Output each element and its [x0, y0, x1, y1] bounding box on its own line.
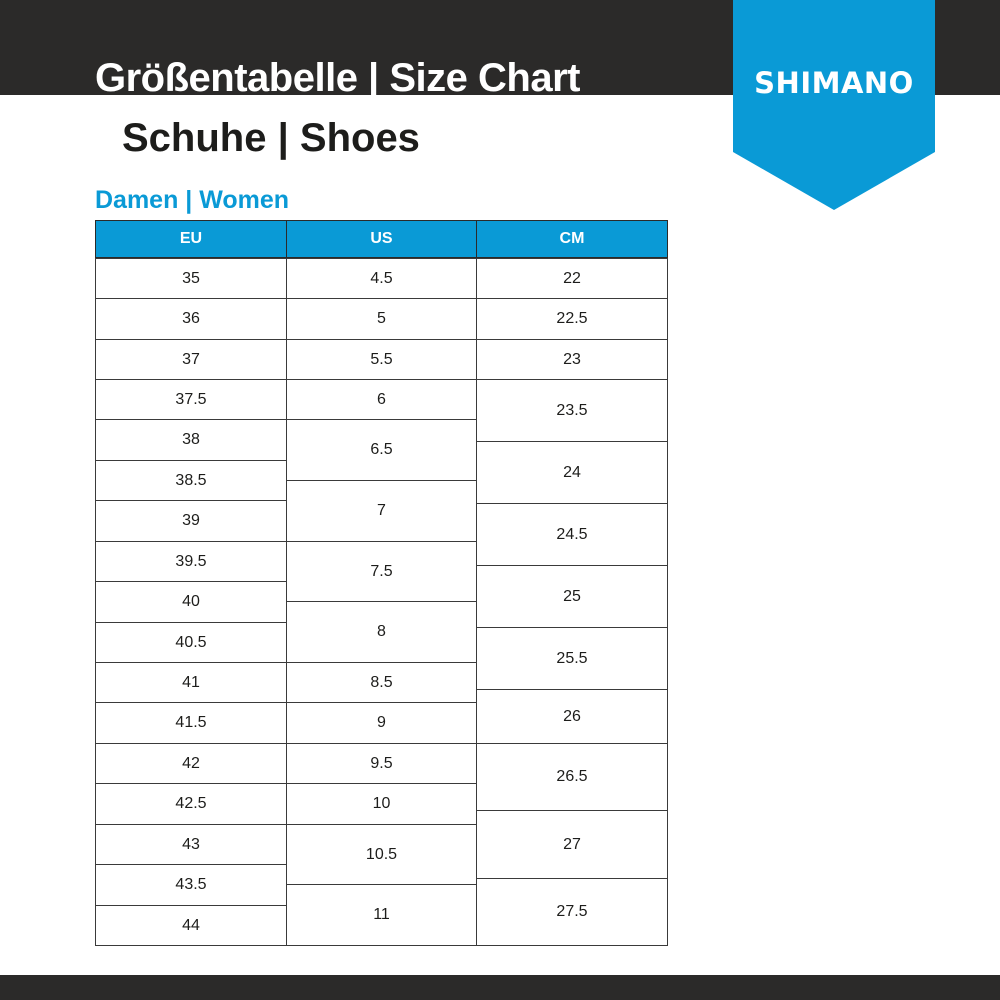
- table-cell-eu: 39.5: [95, 541, 287, 582]
- shimano-logo-badge: [733, 0, 935, 210]
- table-cell-eu: 38.5: [95, 460, 287, 501]
- page-title: Größentabelle | Size Chart: [95, 56, 580, 95]
- table-cell-us: 4.5: [286, 258, 477, 299]
- table-cell-us: 9.5: [286, 743, 477, 784]
- table-cell-us: 8: [286, 601, 477, 663]
- table-cell-eu: 43: [95, 824, 287, 865]
- table-cell-eu: 37: [95, 339, 287, 380]
- column-header-cm: CM: [476, 220, 668, 258]
- table-cell-eu: 37.5: [95, 379, 287, 420]
- table-cell-cm: 27.5: [476, 878, 668, 946]
- table-cell-eu: 42: [95, 743, 287, 784]
- table-cell-eu: 42.5: [95, 783, 287, 825]
- table-cell-us: 10.5: [286, 824, 477, 885]
- table-cell-cm: 24.5: [476, 503, 668, 566]
- table-cell-us: 6.5: [286, 419, 477, 481]
- footer-band: [0, 975, 1000, 1000]
- size-table: EU US CM 35 36 37 37.5 38 38.5 39 39.5 40 40.5 41 41.5…: [95, 220, 668, 946]
- table-cell-eu: 44: [95, 905, 287, 946]
- table-cell-us: 7.5: [286, 541, 477, 602]
- table-cell-us: 5.5: [286, 339, 477, 380]
- table-cell-us: 5: [286, 298, 477, 340]
- table-cell-us: 10: [286, 783, 477, 825]
- table-cell-eu: 40: [95, 581, 287, 623]
- table-cell-eu: 43.5: [95, 864, 287, 906]
- table-cell-eu: 41: [95, 662, 287, 703]
- page-subtitle: Schuhe | Shoes: [122, 116, 420, 160]
- table-cell-cm: 24: [476, 441, 668, 504]
- table-cell-cm: 25.5: [476, 627, 668, 690]
- table-cell-us: 7: [286, 480, 477, 542]
- table-cell-cm: 22: [476, 258, 668, 299]
- table-cell-eu: 41.5: [95, 702, 287, 744]
- table-cell-eu: 39: [95, 500, 287, 542]
- table-cell-eu: 36: [95, 298, 287, 340]
- column-header-us: US: [286, 220, 477, 258]
- table-cell-cm: 25: [476, 565, 668, 628]
- table-cell-eu: 35: [95, 258, 287, 299]
- table-cell-eu: 40.5: [95, 622, 287, 663]
- table-cell-us: 11: [286, 884, 477, 946]
- table-cell-cm: 22.5: [476, 298, 668, 340]
- table-cell-cm: 26: [476, 689, 668, 744]
- table-cell-cm: 23.5: [476, 379, 668, 442]
- table-cell-us: 9: [286, 702, 477, 744]
- section-title: Damen | Women: [95, 186, 290, 214]
- table-cell-us: 6: [286, 379, 477, 420]
- table-cell-us: 8.5: [286, 662, 477, 703]
- table-cell-cm: 27: [476, 810, 668, 879]
- shimano-logo: SHIMANO: [754, 66, 914, 100]
- column-header-eu: EU: [95, 220, 287, 258]
- table-cell-eu: 38: [95, 419, 287, 461]
- table-cell-cm: 23: [476, 339, 668, 380]
- table-cell-cm: 26.5: [476, 743, 668, 811]
